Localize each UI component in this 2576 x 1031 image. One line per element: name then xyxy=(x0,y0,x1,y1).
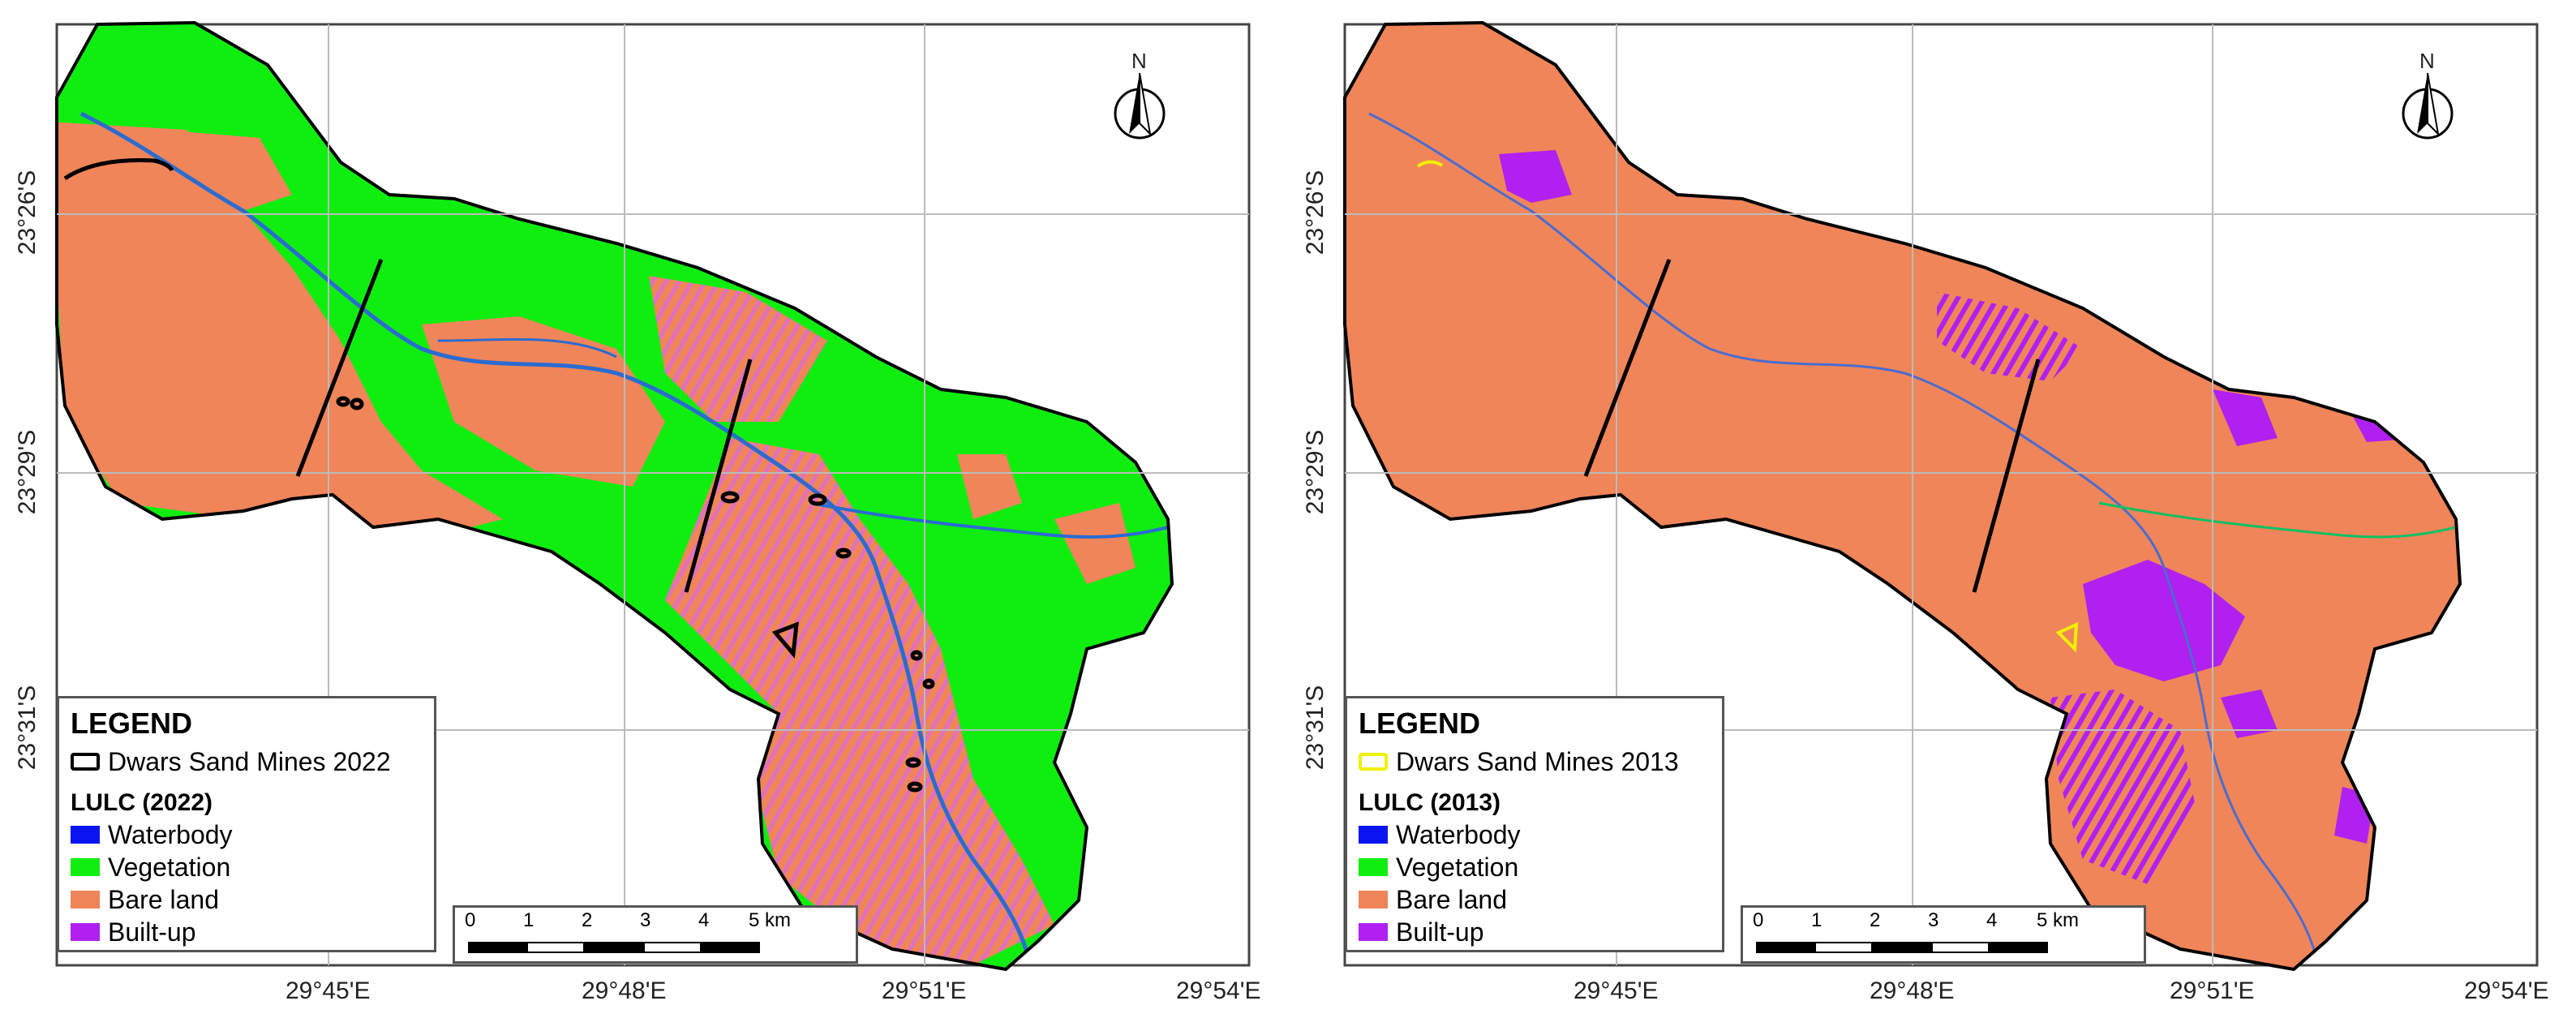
bare-land-label: Bare land xyxy=(108,884,219,914)
north-label: N xyxy=(1131,49,1147,73)
lon-label-4: 29°54'E xyxy=(1176,977,1261,1004)
transect-line-2 xyxy=(1972,359,2041,593)
scale-label-5: 5 km xyxy=(749,909,792,931)
lat-label-3: 23°31'S xyxy=(14,685,41,771)
legend-item-bare-land: Bare land xyxy=(71,883,423,916)
transect-line-1 xyxy=(295,259,384,477)
sand-mines-2013 xyxy=(1416,160,2079,653)
transect-line-2 xyxy=(684,359,753,593)
legend-item-waterbody: Waterbody xyxy=(1359,818,1711,851)
scale-label-3: 3 xyxy=(640,909,651,931)
scale-segment xyxy=(468,942,526,953)
vegetation-swatch xyxy=(71,858,100,876)
scale-label-1: 1 xyxy=(1811,909,1823,931)
scale-label-4: 4 xyxy=(1986,909,1998,931)
study-area-boundary xyxy=(55,20,1174,972)
scale-label-5: 5 km xyxy=(2037,909,2080,931)
waterbody-swatch xyxy=(71,826,100,844)
lon-label-1: 29°45'E xyxy=(1574,977,1659,1004)
built-up-swatch xyxy=(71,923,100,941)
legend-title: LEGEND xyxy=(1359,707,1481,740)
lon-label-1: 29°45'E xyxy=(286,977,371,1004)
lon-label-4: 29°54'E xyxy=(2464,977,2549,1004)
mine-swatch xyxy=(1359,753,1388,771)
scale-bar-2013: 0 1 2 3 4 5 km xyxy=(1741,905,2146,964)
legend-2022: LEGEND Dwars Sand Mines 2022 LULC (2022)… xyxy=(57,696,436,952)
scale-label-3: 3 xyxy=(1928,909,1939,931)
built-up-label: Built-up xyxy=(108,917,196,947)
bare-land-label: Bare land xyxy=(1396,884,1507,914)
scale-segment xyxy=(526,942,585,953)
waterbody-label: Waterbody xyxy=(108,819,233,849)
vegetation-label: Vegetation xyxy=(1396,852,1519,882)
lon-label-2: 29°48'E xyxy=(582,977,667,1004)
transect-line-1 xyxy=(1583,259,1672,477)
built-up-swatch xyxy=(1359,923,1388,941)
map-panel-2022: N 23°26'S 23°29'S 23°31'S 29°45'E 29°48'… xyxy=(14,20,1261,1004)
scale-label-2: 2 xyxy=(1870,909,1881,931)
legend-title: LEGEND xyxy=(71,707,193,740)
lon-label-2: 29°48'E xyxy=(1870,977,1955,1004)
scale-segment xyxy=(1873,942,1931,953)
mines-label: Dwars Sand Mines 2013 xyxy=(1396,746,1679,776)
scale-label-0: 0 xyxy=(465,909,476,931)
scale-segment xyxy=(1931,942,1990,953)
legend-item-vegetation: Vegetation xyxy=(1359,851,1711,883)
legend-item-built-up: Built-up xyxy=(71,916,423,948)
scale-segment xyxy=(702,942,760,953)
waterbody-swatch xyxy=(1359,826,1388,844)
map-panel-2013: N 23°26'S 23°29'S 23°31'S 29°45'E 29°48'… xyxy=(1288,0,2576,1031)
scale-label-1: 1 xyxy=(523,909,535,931)
lat-label-1: 23°26'S xyxy=(14,170,41,256)
lon-label-3: 29°51'E xyxy=(882,977,967,1004)
lon-label-3: 29°51'E xyxy=(2170,977,2255,1004)
lat-label-2: 23°29'S xyxy=(1302,429,1329,515)
legend-item-vegetation: Vegetation xyxy=(71,851,423,883)
study-area-boundary xyxy=(1343,20,2462,972)
bare-land-swatch xyxy=(71,891,100,909)
lat-label-3: 23°31'S xyxy=(1302,685,1329,771)
legend-item-built-up: Built-up xyxy=(1359,916,1711,948)
scale-segment xyxy=(1756,942,1814,953)
legend-item-mines: Dwars Sand Mines 2013 xyxy=(1359,745,1711,778)
north-arrow-icon xyxy=(2402,72,2454,140)
lat-label-2: 23°29'S xyxy=(14,429,41,515)
bare-land-swatch xyxy=(1359,891,1388,909)
legend-item-mines: Dwars Sand Mines 2022 xyxy=(71,745,423,778)
scale-bar-2022: 0 1 2 3 4 5 km xyxy=(453,905,858,964)
scale-label-2: 2 xyxy=(582,909,593,931)
legend-item-bare-land: Bare land xyxy=(1359,883,1711,916)
mine-swatch xyxy=(71,753,100,771)
scale-segment xyxy=(1814,942,1873,953)
scale-segment xyxy=(643,942,702,953)
waterbody-label: Waterbody xyxy=(1396,819,1521,849)
legend-item-waterbody: Waterbody xyxy=(71,818,423,851)
legend-2013: LEGEND Dwars Sand Mines 2013 LULC (2013)… xyxy=(1345,696,1724,952)
lulc-title: LULC (2013) xyxy=(1359,789,1501,816)
scale-segment xyxy=(585,942,643,953)
scale-label-0: 0 xyxy=(1753,909,1764,931)
vegetation-swatch xyxy=(1359,858,1388,876)
north-arrow-icon xyxy=(1114,72,1166,140)
sand-mines-2022 xyxy=(63,158,935,793)
scale-label-4: 4 xyxy=(698,909,710,931)
mines-label: Dwars Sand Mines 2022 xyxy=(108,746,391,776)
lulc-title: LULC (2022) xyxy=(71,789,213,816)
lat-label-1: 23°26'S xyxy=(1302,170,1329,256)
built-up-label: Built-up xyxy=(1396,917,1484,947)
scale-segment xyxy=(1990,942,2048,953)
vegetation-label: Vegetation xyxy=(108,852,231,882)
north-label: N xyxy=(2419,49,2435,73)
